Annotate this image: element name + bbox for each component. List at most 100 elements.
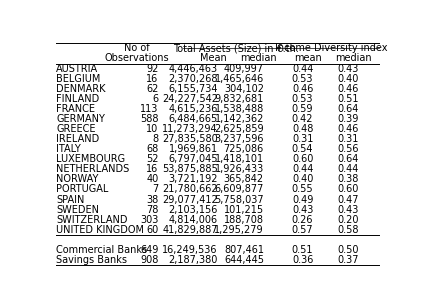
Text: mean: mean: [295, 53, 322, 63]
Text: 0.51: 0.51: [337, 94, 358, 104]
Text: SWEDEN: SWEDEN: [57, 205, 99, 215]
Text: 40: 40: [146, 174, 159, 184]
Text: 0.47: 0.47: [337, 195, 358, 205]
Text: BELGIUM: BELGIUM: [57, 74, 101, 84]
Text: 0.57: 0.57: [292, 225, 313, 235]
Text: 2,370,268: 2,370,268: [168, 74, 218, 84]
Text: 0.40: 0.40: [292, 174, 313, 184]
Text: 0.43: 0.43: [337, 205, 358, 215]
Text: 304,102: 304,102: [224, 84, 264, 94]
Text: 1,142,362: 1,142,362: [215, 114, 264, 124]
Text: 0.56: 0.56: [337, 144, 358, 154]
Text: FRANCE: FRANCE: [57, 104, 96, 114]
Text: 53,875,885: 53,875,885: [162, 164, 218, 174]
Text: 0.59: 0.59: [292, 104, 313, 114]
Text: 27,835,580: 27,835,580: [162, 134, 218, 144]
Text: 365,842: 365,842: [224, 174, 264, 184]
Text: 68: 68: [146, 144, 159, 154]
Text: UNITED KINGDOM: UNITED KINGDOM: [57, 225, 144, 235]
Text: 644,445: 644,445: [224, 255, 264, 265]
Text: 11,273,294: 11,273,294: [162, 124, 218, 134]
Text: 4,615,236: 4,615,236: [168, 104, 218, 114]
Text: 725,086: 725,086: [224, 144, 264, 154]
Text: 6,484,665: 6,484,665: [169, 114, 218, 124]
Text: 7: 7: [152, 185, 159, 195]
Text: Mean: Mean: [201, 53, 227, 63]
Text: 62: 62: [146, 84, 159, 94]
Text: ITALY: ITALY: [57, 144, 81, 154]
Text: NETHERLANDS: NETHERLANDS: [57, 164, 130, 174]
Text: 5,758,037: 5,758,037: [214, 195, 264, 205]
Text: 4,814,006: 4,814,006: [169, 215, 218, 225]
Text: 0.39: 0.39: [337, 114, 358, 124]
Text: 0.64: 0.64: [337, 104, 358, 114]
Text: 0.20: 0.20: [337, 215, 358, 225]
Text: 0.53: 0.53: [292, 94, 313, 104]
Text: 6: 6: [153, 94, 159, 104]
Text: 0.49: 0.49: [292, 195, 313, 205]
Text: 2,187,380: 2,187,380: [168, 255, 218, 265]
Text: 0.46: 0.46: [337, 124, 358, 134]
Text: LUXEMBOURG: LUXEMBOURG: [57, 154, 125, 164]
Text: AUSTRIA: AUSTRIA: [57, 64, 99, 74]
Text: 0.43: 0.43: [337, 64, 358, 74]
Text: Observations: Observations: [105, 53, 170, 63]
Text: 6,797,045: 6,797,045: [168, 154, 218, 164]
Text: SWITZERLAND: SWITZERLAND: [57, 215, 128, 225]
Text: 0.44: 0.44: [292, 164, 313, 174]
Text: 3,721,192: 3,721,192: [168, 174, 218, 184]
Text: 0.37: 0.37: [337, 255, 358, 265]
Text: 4,446,463: 4,446,463: [169, 64, 218, 74]
Text: 0.43: 0.43: [292, 205, 313, 215]
Text: 92: 92: [146, 64, 159, 74]
Text: 9,832,681: 9,832,681: [215, 94, 264, 104]
Text: 2,625,859: 2,625,859: [214, 124, 264, 134]
Text: 0.51: 0.51: [292, 245, 313, 255]
Text: 38: 38: [146, 195, 159, 205]
Text: 0.26: 0.26: [292, 215, 313, 225]
Text: 16: 16: [146, 164, 159, 174]
Text: 101,215: 101,215: [224, 205, 264, 215]
Text: 0.31: 0.31: [292, 134, 313, 144]
Text: 60: 60: [146, 225, 159, 235]
Text: 303: 303: [140, 215, 159, 225]
Text: 6,155,734: 6,155,734: [168, 84, 218, 94]
Text: PORTUGAL: PORTUGAL: [57, 185, 109, 195]
Text: 3,237,596: 3,237,596: [215, 134, 264, 144]
Text: 29,077,412: 29,077,412: [162, 195, 218, 205]
Text: 0.38: 0.38: [337, 174, 358, 184]
Text: 113: 113: [140, 104, 159, 114]
Text: NORWAY: NORWAY: [57, 174, 99, 184]
Text: median: median: [335, 53, 372, 63]
Text: 0.36: 0.36: [292, 255, 313, 265]
Text: 908: 908: [140, 255, 159, 265]
Text: GREECE: GREECE: [57, 124, 96, 134]
Text: 21,780,662: 21,780,662: [162, 185, 218, 195]
Text: 41,829,887: 41,829,887: [162, 225, 218, 235]
Text: SPAIN: SPAIN: [57, 195, 85, 205]
Text: 78: 78: [146, 205, 159, 215]
Text: 0.53: 0.53: [292, 74, 313, 84]
Text: 1,295,279: 1,295,279: [214, 225, 264, 235]
Text: FINLAND: FINLAND: [57, 94, 100, 104]
Text: 16,249,536: 16,249,536: [162, 245, 218, 255]
Text: 1,465,646: 1,465,646: [215, 74, 264, 84]
Text: Total Assets (Size) in €.th.: Total Assets (Size) in €.th.: [173, 43, 299, 53]
Text: 6,609,877: 6,609,877: [215, 185, 264, 195]
Text: Commercial Banks: Commercial Banks: [57, 245, 147, 255]
Text: 24,227,542: 24,227,542: [162, 94, 218, 104]
Text: 0.44: 0.44: [337, 164, 358, 174]
Text: 0.46: 0.46: [337, 84, 358, 94]
Text: 0.60: 0.60: [337, 185, 358, 195]
Text: DENMARK: DENMARK: [57, 84, 106, 94]
Text: 0.46: 0.46: [292, 84, 313, 94]
Text: IRELAND: IRELAND: [57, 134, 100, 144]
Text: 0.48: 0.48: [292, 124, 313, 134]
Text: Income Diversity index: Income Diversity index: [275, 43, 387, 53]
Text: 52: 52: [146, 154, 159, 164]
Text: 649: 649: [140, 245, 159, 255]
Text: 0.60: 0.60: [292, 154, 313, 164]
Text: 2,103,156: 2,103,156: [168, 205, 218, 215]
Text: 1,969,861: 1,969,861: [169, 144, 218, 154]
Text: 0.50: 0.50: [337, 245, 358, 255]
